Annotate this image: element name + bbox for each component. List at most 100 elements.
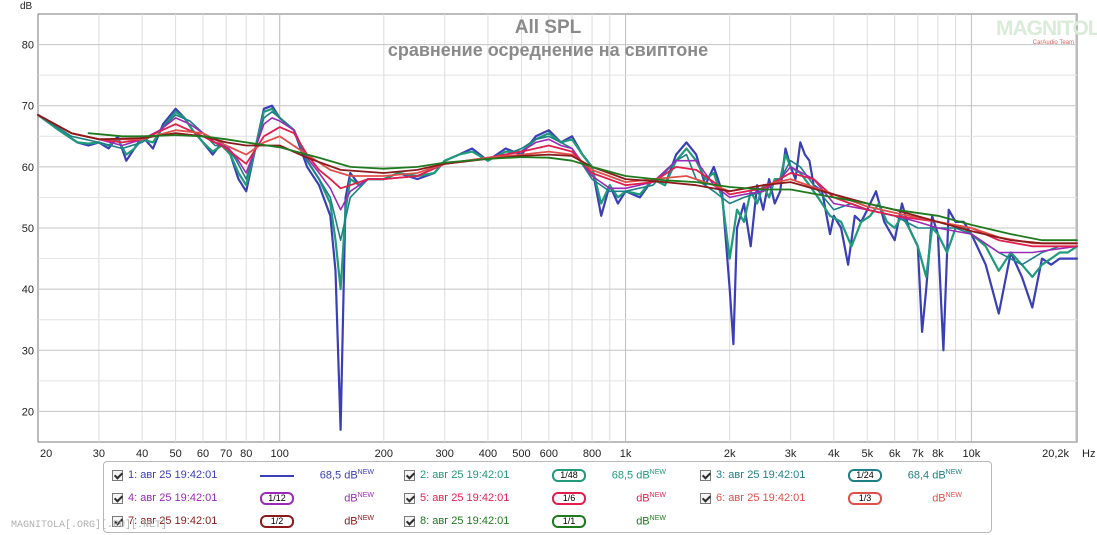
smoothing-badge: 1/24 [848, 469, 882, 482]
smoothing-badge: 1/6 [552, 492, 586, 505]
x-tick-label: 500 [512, 448, 530, 460]
smoothing-badge: 1/1 [552, 515, 586, 528]
y-tick-label: 40 [22, 284, 34, 296]
y-tick-label: 70 [22, 101, 34, 113]
x-tick-label: 50 [169, 448, 181, 460]
x-axis-label: Hz [1082, 448, 1095, 460]
legend-value-text: dB [636, 515, 650, 528]
x-tick-label: 200 [375, 448, 393, 460]
legend-value-text: dB [344, 515, 358, 528]
legend-panel: 1: авг 25 19:42:01 68,5 dBNEW 2: авг 25 19… [103, 461, 992, 533]
legend-item[interactable]: 7: авг 25 19:42:01 1/2 dBNEW [112, 513, 392, 533]
legend-label: 2: авг 25 19:42:01 [420, 469, 510, 481]
legend-value-sup: NEW [649, 515, 666, 522]
legend-value-sup: NEW [945, 492, 962, 499]
legend-item[interactable]: 5: авг 25 19:42:01 1/6 dBNEW [404, 490, 684, 510]
legend-checkbox[interactable] [404, 493, 415, 504]
legend-item[interactable]: 6: авг 25 19:42:01 1/3 dBNEW [700, 490, 980, 510]
legend-value-sup: NEW [649, 492, 666, 499]
legend-label: 1: авг 25 19:42:01 [128, 469, 218, 481]
x-tick-label: 2k [724, 448, 736, 460]
legend-value-sup: NEW [357, 469, 374, 476]
legend-value-text: dB [636, 492, 650, 505]
chart-subtitle: сравнение осреднение на свиптоне [388, 40, 708, 60]
legend-swatch: 1/6 [552, 492, 586, 505]
x-tick-label: 4k [828, 448, 840, 460]
x-tick-label: 7k [912, 448, 924, 460]
x-tick-label: 20,2k [1042, 448, 1069, 460]
chart-title: All SPL [515, 17, 582, 38]
legend-swatch: 1/2 [260, 515, 294, 528]
x-tick-label: 6k [889, 448, 901, 460]
x-tick-label: 40 [136, 448, 148, 460]
smoothing-badge: 1/3 [848, 492, 882, 505]
legend-swatch [260, 469, 294, 482]
legend-value-text: 68,4 dB [907, 469, 946, 482]
x-tick-label: 800 [583, 448, 601, 460]
legend-line-sample [260, 475, 294, 477]
y-axis-label: dB [20, 1, 33, 12]
x-tick-label: 80 [240, 448, 252, 460]
legend-label: 3: авг 25 19:42:01 [716, 469, 806, 481]
series-line-8 [87, 132, 1078, 242]
legend-label: 4: авг 25 19:42:01 [128, 492, 218, 504]
legend-checkbox[interactable] [404, 470, 415, 481]
brand-logo: MAGNITOLA CarAudio Team [996, 17, 1097, 50]
legend-value-text: 68,5 dB [611, 469, 650, 482]
x-tick-label: 20 [40, 448, 52, 460]
legend-item[interactable]: 1: авг 25 19:42:01 68,5 dBNEW [112, 467, 392, 487]
legend-value-text: 68,5 dB [319, 469, 358, 482]
x-tick-label: 70 [220, 448, 232, 460]
legend-label: 8: авг 25 19:42:01 [420, 515, 510, 527]
legend-label: 7: авг 25 19:42:01 [128, 515, 218, 527]
logo-text: MAGNITOLA [996, 17, 1097, 40]
legend-swatch: 1/1 [552, 515, 586, 528]
legend-value-sup: NEW [357, 492, 374, 499]
legend-swatch: 1/24 [848, 469, 882, 482]
legend-value: 68,5 dBNEW [312, 469, 374, 482]
smoothing-badge: 1/48 [552, 469, 586, 482]
y-tick-label: 20 [22, 406, 34, 418]
legend-checkbox[interactable] [112, 493, 123, 504]
watermark: MAGNITOLA[.ORG][.RU][.NET] [11, 520, 168, 531]
legend-checkbox[interactable] [404, 516, 415, 527]
legend-swatch: 1/3 [848, 492, 882, 505]
x-tick-label: 600 [540, 448, 558, 460]
legend-value-sup: NEW [945, 469, 962, 476]
x-tick-label: 3k [785, 448, 797, 460]
x-tick-label: 300 [436, 448, 454, 460]
y-tick-label: 60 [22, 162, 34, 174]
legend-value-sup: NEW [357, 515, 374, 522]
x-tick-label: 8k [932, 448, 944, 460]
x-tick-label: 30 [93, 448, 105, 460]
y-tick-label: 50 [22, 223, 34, 235]
legend-checkbox[interactable] [112, 470, 123, 481]
legend-value: dBNEW [604, 515, 666, 528]
legend-item[interactable]: 8: авг 25 19:42:01 1/1 dBNEW [404, 513, 684, 533]
legend-value: 68,5 dBNEW [604, 469, 666, 482]
legend-value-sup: NEW [649, 469, 666, 476]
legend-value: dBNEW [312, 515, 374, 528]
legend-checkbox[interactable] [700, 493, 711, 504]
legend-item[interactable]: 2: авг 25 19:42:01 1/48 68,5 dBNEW [404, 467, 684, 487]
legend-checkbox[interactable] [112, 516, 123, 527]
legend-item[interactable]: 4: авг 25 19:42:01 1/12 dBNEW [112, 490, 392, 510]
y-tick-label: 30 [22, 345, 34, 357]
series-line-6 [37, 114, 1078, 245]
legend-checkbox[interactable] [700, 470, 711, 481]
x-tick-label: 5k [861, 448, 873, 460]
legend-swatch: 1/48 [552, 469, 586, 482]
smoothing-badge: 1/12 [260, 492, 294, 505]
legend-item[interactable]: 3: авг 25 19:42:01 1/24 68,4 dBNEW [700, 467, 980, 487]
legend-value: dBNEW [604, 492, 666, 505]
legend-label: 6: авг 25 19:42:01 [716, 492, 806, 504]
spl-chart: 20 30 40 50 60 70 80 100 200 300 400 500 600 800 1k 2k 3… [20, 1, 1095, 460]
x-tick-label: 100 [271, 448, 289, 460]
legend-value: dBNEW [312, 492, 374, 505]
legend-label: 5: авг 25 19:42:01 [420, 492, 510, 504]
logo-subtext: CarAudio Team [1032, 40, 1074, 46]
x-tick-label: 1k [620, 448, 632, 460]
legend-swatch: 1/12 [260, 492, 294, 505]
x-tick-label: 60 [197, 448, 209, 460]
y-tick-label: 80 [22, 40, 34, 52]
